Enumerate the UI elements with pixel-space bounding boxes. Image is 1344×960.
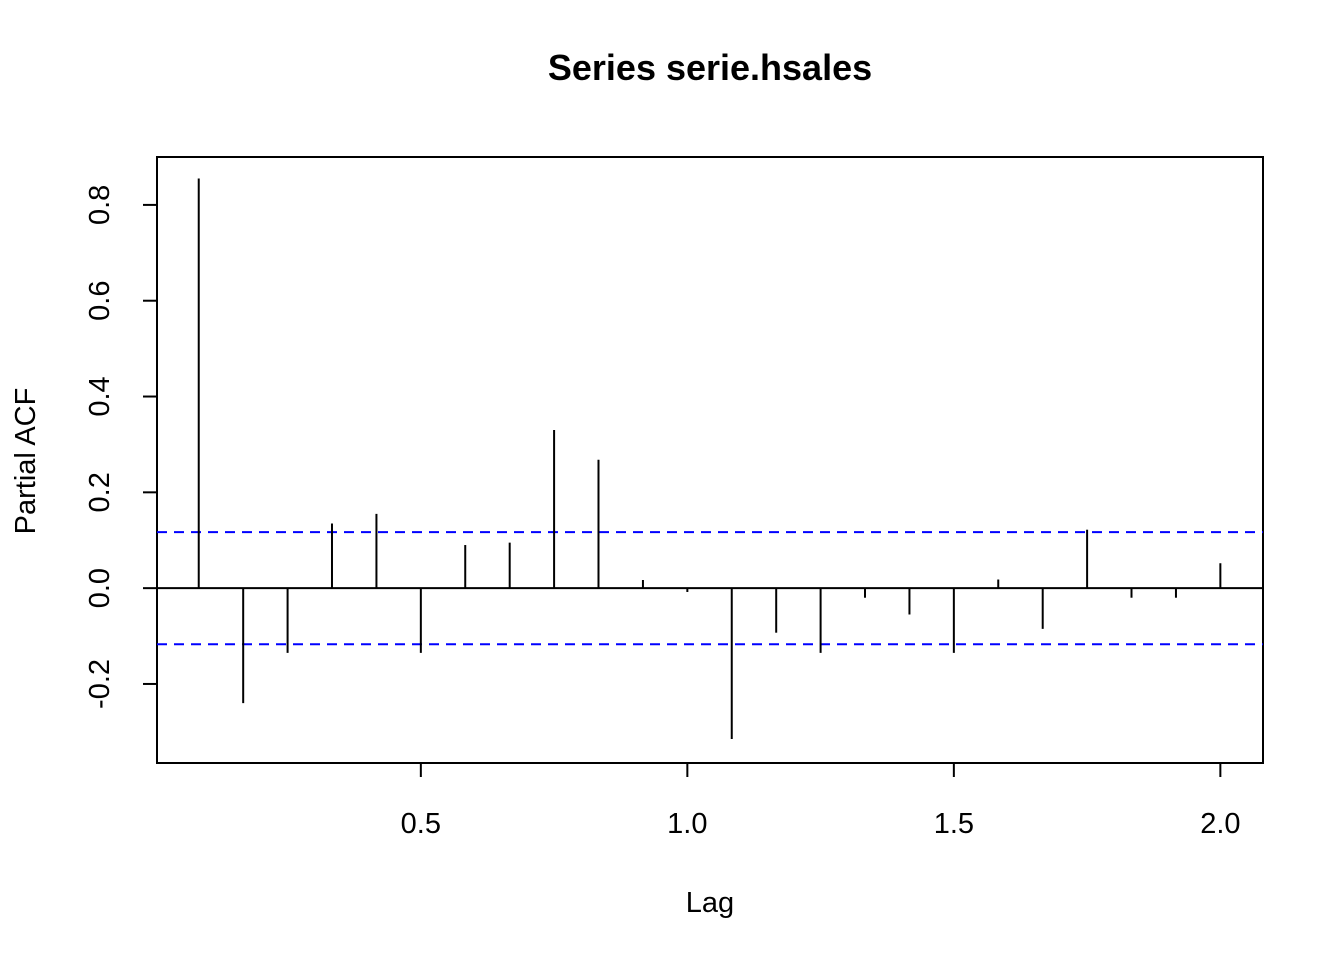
chart-title: Series serie.hsales (548, 47, 872, 88)
x-tick-label: 2.0 (1200, 808, 1240, 840)
x-tick-label: 0.5 (401, 808, 441, 840)
plot-frame (156, 156, 1264, 764)
x-tick-label: 1.0 (667, 808, 707, 840)
x-tick-label: 1.5 (934, 808, 974, 840)
y-tick-label: 0.2 (84, 472, 116, 512)
x-axis-label: Lag (686, 887, 734, 919)
y-tick-label: 0.4 (84, 376, 116, 416)
y-tick-label: -0.2 (84, 659, 116, 709)
plot-area: 0.5 1.0 1.5 2.0 -0.2 0.0 0.2 0.4 0.6 0.8 (84, 156, 1264, 840)
y-tick-label: 0.0 (84, 568, 116, 608)
y-tick-label: 0.8 (84, 185, 116, 225)
y-tick-label: 0.6 (84, 281, 116, 321)
y-axis-label: Partial ACF (10, 388, 42, 535)
